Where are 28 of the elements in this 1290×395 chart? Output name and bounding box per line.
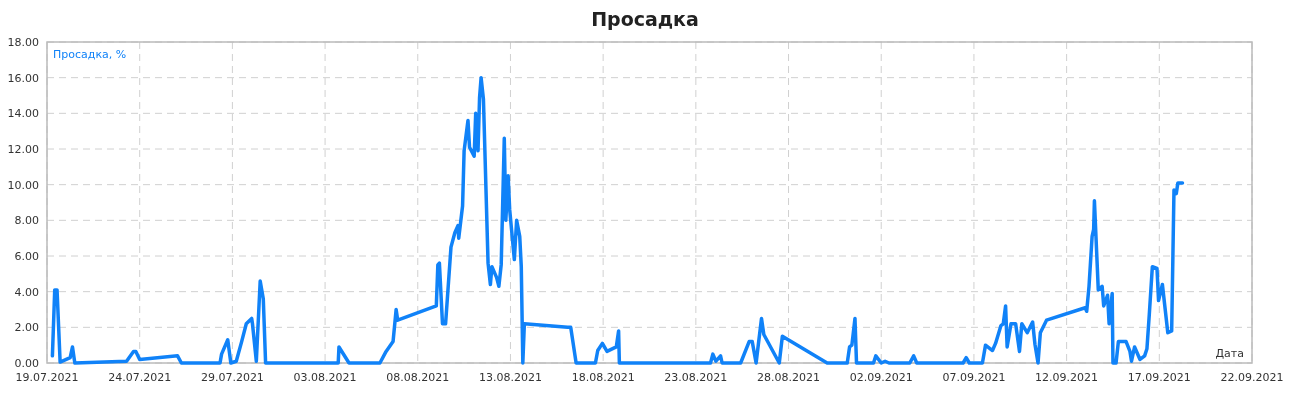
x-tick-label: 12.09.2021	[1035, 371, 1099, 384]
text: Просадка, %	[53, 48, 127, 61]
x-tick-label: 02.09.2021	[849, 371, 913, 384]
x-tick-label: 13.08.2021	[478, 371, 542, 384]
x-tick-label: 29.07.2021	[200, 371, 264, 384]
y-tick-label: 0.00	[14, 357, 39, 370]
y-tick-label: 8.00	[14, 214, 39, 228]
line-series	[50, 75, 1185, 365]
x-tick-label: 23.08.2021	[664, 371, 728, 384]
y-tick-label: 6.00	[14, 250, 39, 263]
y-tick-label: 2.00	[14, 321, 39, 335]
y-tick-label: 14.00	[7, 107, 39, 121]
x-tick-label: 18.08.2021	[571, 371, 635, 384]
x-tick-label: 17.09.2021	[1127, 371, 1191, 384]
x-tick-label: 19.07.2021	[15, 371, 79, 384]
y-tick-label: 12.00	[7, 143, 39, 156]
x-tick-label: 28.08.2021	[757, 371, 821, 384]
chart-title: Просадка	[591, 8, 699, 30]
x-tick-label: 22.09.2021	[1220, 371, 1284, 384]
y-tick-label: 10.00	[7, 178, 39, 192]
x-tick-label: 03.08.2021	[293, 371, 357, 384]
x-tick-label: 07.09.2021	[942, 371, 1006, 384]
y-tick-label: 16.00	[7, 71, 39, 85]
y-tick-label: 18.00	[7, 36, 39, 49]
x-tick-label: 08.08.2021	[386, 371, 450, 384]
x-axis-title: Дата	[1215, 347, 1244, 360]
x-tick-label: 24.07.2021	[108, 371, 172, 384]
y-tick-label: 4.00	[14, 285, 39, 299]
